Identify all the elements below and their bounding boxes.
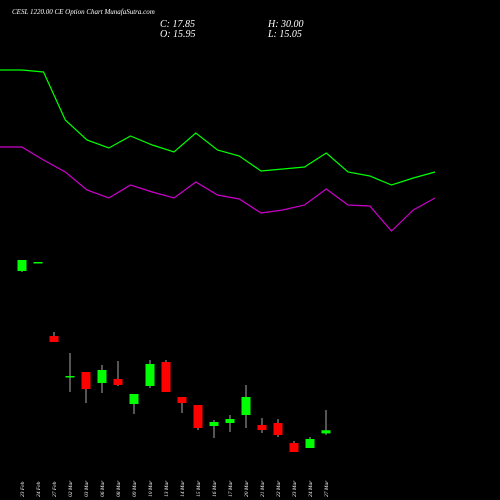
- candle-body: [225, 419, 235, 423]
- close-label: C: 17.85: [160, 19, 195, 30]
- candle-body: [49, 336, 59, 342]
- candle-body: [33, 262, 43, 264]
- x-tick-label: 15 Mar: [196, 480, 202, 497]
- open-label: O: 15.95: [160, 29, 196, 40]
- x-tick-label: 02 Mar: [68, 480, 74, 497]
- x-tick-label: 21 Mar: [260, 480, 266, 497]
- x-tick-label: 06 Mar: [100, 480, 106, 497]
- x-tick-label: 17 Mar: [228, 480, 234, 497]
- candle-body: [193, 405, 203, 428]
- x-tick-label: 23 Feb: [20, 481, 26, 497]
- x-tick-label: 24 Mar: [307, 480, 314, 497]
- candle-body: [209, 422, 219, 426]
- indicator-line: [0, 69, 436, 186]
- candle-body: [113, 379, 123, 385]
- candle-body: [273, 423, 283, 435]
- candle-body: [177, 397, 187, 403]
- x-tick-label: 10 Mar: [148, 480, 154, 497]
- candle-body: [289, 443, 299, 452]
- candle-body: [17, 260, 27, 271]
- candle-body: [161, 362, 171, 392]
- x-tick-label: 03 Mar: [84, 480, 90, 497]
- x-tick-label: 09 Mar: [132, 480, 138, 497]
- x-tick-label: 23 Mar: [292, 480, 298, 497]
- candle-body: [81, 372, 91, 389]
- x-tick-label: 22 Mar: [276, 480, 282, 497]
- candle-body: [257, 425, 267, 430]
- x-tick-label: 16 Mar: [212, 480, 218, 497]
- candle-body: [321, 430, 331, 434]
- x-tick-label: 20 Mar: [244, 480, 250, 497]
- candle-body: [129, 394, 139, 404]
- x-tick-label: 14 Mar: [179, 480, 186, 497]
- x-tick-label: 13 Mar: [164, 480, 170, 497]
- x-tick-label: 27 Mar: [324, 480, 330, 497]
- indicator-line: [0, 146, 436, 232]
- candle-body: [97, 370, 107, 383]
- x-tick-label: 24 Feb: [35, 481, 42, 497]
- candle-body: [65, 376, 75, 378]
- candle-body: [145, 364, 155, 386]
- chart-title: CESL 1220.00 CE Option Chart MunafaSutra…: [12, 8, 155, 16]
- high-label: H: 30.00: [267, 19, 304, 30]
- candle-body: [241, 397, 251, 415]
- x-tick-label: 08 Mar: [116, 480, 122, 497]
- x-tick-label: 27 Feb: [52, 481, 58, 497]
- candle-body: [305, 439, 315, 448]
- low-label: L: 15.05: [267, 29, 302, 40]
